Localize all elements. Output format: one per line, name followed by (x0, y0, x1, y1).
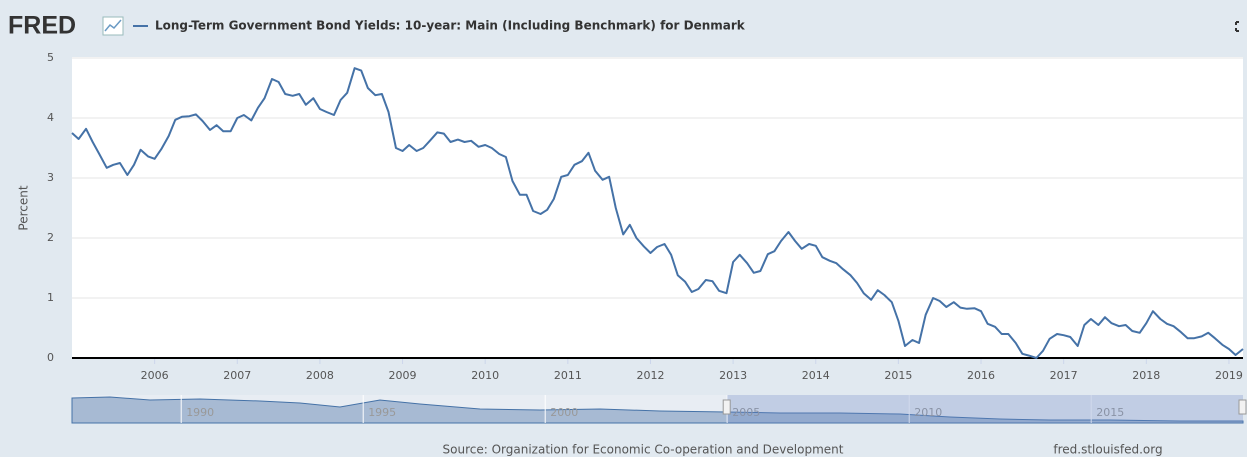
navigator-handle[interactable] (722, 399, 731, 415)
navigator-selection (727, 395, 1243, 423)
y-axis-label: Percent (17, 185, 31, 230)
navigator-tick-label: 2005 (732, 406, 760, 419)
fullscreen-icon[interactable] (1235, 21, 1239, 32)
x-tick-label: 2015 (884, 369, 912, 382)
navigator-tick-label: 1995 (368, 406, 396, 419)
logo: FRED (8, 12, 76, 40)
navigator-tick-label: 1990 (186, 406, 214, 419)
series-line (71, 67, 1244, 359)
legend-label: Long-Term Government Bond Yields: 10-yea… (155, 19, 746, 33)
x-tick-label: 2006 (141, 369, 169, 382)
navigator-area (71, 396, 1244, 424)
x-tick-label: 2008 (306, 369, 334, 382)
x-tick-label: 2011 (554, 369, 582, 382)
x-tick-label: 2010 (471, 369, 499, 382)
logo-icon (102, 16, 124, 36)
x-tick-label: 2016 (967, 369, 995, 382)
navigator-tick-label: 2000 (550, 406, 578, 419)
navigator-tick-label: 2010 (914, 406, 942, 419)
plot-area (72, 57, 1243, 358)
navigator-tick-label: 2015 (1096, 406, 1124, 419)
y-tick-label: 5 (47, 51, 54, 64)
x-tick-label: 2013 (719, 369, 747, 382)
x-tick-label: 2009 (389, 369, 417, 382)
y-tick-label: 1 (47, 291, 54, 304)
x-tick-label: 2017 (1050, 369, 1078, 382)
y-tick-label: 2 (47, 231, 54, 244)
y-tick-label: 3 (47, 171, 54, 184)
source: Source: Organization for Economic Co-ope… (443, 443, 844, 457)
x-tick-label: 2019 (1215, 369, 1243, 382)
x-tick-label: 2007 (223, 369, 251, 382)
x-tick-label: 2018 (1132, 369, 1160, 382)
navigator: 1990 1995 2000 2005 2010 2015 (71, 395, 1247, 424)
x-tick-label: 2014 (802, 369, 830, 382)
y-tick-label: 4 (47, 111, 54, 124)
navigator-handle[interactable] (1238, 399, 1247, 415)
site: fred.stlouisfed.org (1053, 443, 1162, 457)
x-tick-label: 2012 (636, 369, 664, 382)
y-tick-label: 0 (47, 351, 54, 364)
